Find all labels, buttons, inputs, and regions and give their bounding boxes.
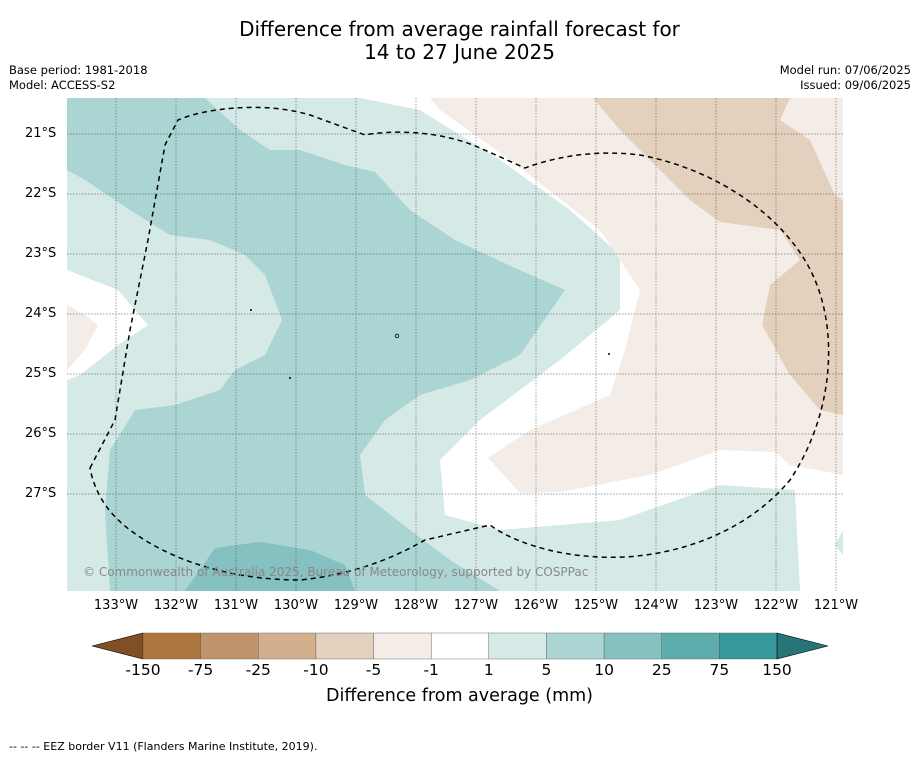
copyright-notice: © Commonwealth of Australia 2025, Bureau… [83, 565, 589, 579]
colorbar-segment [200, 632, 259, 660]
island-marker [394, 333, 400, 339]
colorbar-tick-label: -75 [187, 661, 214, 679]
colorbar-tick-label: -10 [303, 661, 329, 679]
colorbar-tick-label: 150 [762, 661, 792, 679]
colorbar-tick-label: 10 [594, 661, 614, 679]
colorbar-segment [258, 632, 317, 660]
title-line-2: 14 to 27 June 2025 [364, 40, 555, 64]
region-minus5-minus10 [593, 98, 843, 415]
colorbar-segment [546, 632, 605, 660]
region-left-white [67, 270, 148, 380]
lat-label: 22°S [25, 186, 57, 201]
colorbar-segment [430, 632, 490, 660]
base-period: Base period: 1981-2018 [9, 63, 148, 77]
lat-label: 26°S [25, 426, 57, 441]
colorbar-tick-label: 1 [483, 661, 494, 679]
graticule [67, 98, 843, 591]
issued-date: Issued: 09/06/2025 [800, 78, 911, 92]
colorbar-segment [488, 632, 547, 660]
lon-label: 128°W [393, 598, 439, 613]
colorbar-segment [142, 632, 201, 660]
colorbar-segment [719, 632, 778, 660]
colorbar-segment [661, 632, 720, 660]
region-5-10mm [67, 98, 565, 591]
lon-label: 126°W [513, 598, 559, 613]
lat-label: 27°S [25, 486, 57, 501]
colorbar [91, 632, 829, 660]
colorbar-tick-label: -25 [245, 661, 271, 679]
island-marker [250, 309, 252, 311]
rainfall-map [67, 98, 843, 591]
title-line-1: Difference from average rainfall forecas… [239, 17, 680, 41]
island-marker [289, 377, 291, 379]
colorbar-tick-label: -1 [423, 661, 439, 679]
colorbar-tick-label: -150 [125, 661, 161, 679]
colorbar-arrow-low [91, 632, 144, 660]
lon-label: 130°W [273, 598, 319, 613]
meta-left: Base period: 1981-2018 Model: ACCESS-S2 [9, 63, 148, 93]
lat-label: 25°S [25, 366, 57, 381]
lat-label: 23°S [25, 246, 57, 261]
colorbar-tick-label: 25 [651, 661, 672, 679]
lon-label: 122°W [753, 598, 799, 613]
lon-label: 132°W [153, 598, 199, 613]
lon-label: 127°W [453, 598, 499, 613]
colorbar-segment [373, 632, 432, 660]
lon-label: 131°W [213, 598, 259, 613]
colorbar-segment [315, 632, 374, 660]
map-title: Difference from average rainfall forecas… [0, 18, 919, 64]
colorbar-tick-label: 75 [709, 661, 730, 679]
colorbar-label: Difference from average (mm) [325, 686, 594, 706]
colorbar-segment [603, 632, 662, 660]
meta-right: Model run: 07/06/2025 Issued: 09/06/2025 [780, 63, 911, 93]
colorbar-tick-label: -5 [365, 661, 382, 679]
eez-footnote: -- -- -- EEZ border V11 (Flanders Marine… [9, 740, 318, 753]
lon-label: 121°W [813, 598, 859, 613]
lon-label: 123°W [693, 598, 739, 613]
colorbar-tick-label: 5 [541, 661, 552, 679]
eez-border [89, 106, 830, 581]
lat-label: 21°S [25, 126, 57, 141]
lon-label: 125°W [573, 598, 619, 613]
lon-label: 133°W [93, 598, 139, 613]
lat-label: 24°S [25, 306, 57, 321]
lon-label: 124°W [633, 598, 679, 613]
model-run: Model run: 07/06/2025 [779, 63, 911, 77]
model-name: Model: ACCESS-S2 [9, 78, 116, 92]
lon-label: 129°W [333, 598, 379, 613]
colorbar-arrow-high [776, 632, 829, 660]
island-marker [608, 353, 610, 355]
